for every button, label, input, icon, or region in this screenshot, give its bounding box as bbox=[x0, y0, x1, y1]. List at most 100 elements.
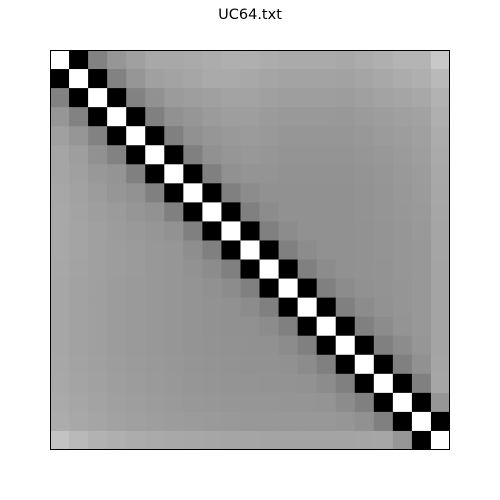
heatmap-cell bbox=[107, 278, 127, 299]
heatmap-cell bbox=[430, 430, 450, 450]
heatmap-cell bbox=[69, 88, 89, 108]
heatmap-cell bbox=[411, 221, 432, 242]
heatmap-cell bbox=[411, 335, 432, 356]
heatmap-cell bbox=[335, 392, 356, 413]
heatmap-cell bbox=[240, 202, 261, 223]
heatmap-cell bbox=[69, 430, 89, 450]
heatmap-cell bbox=[278, 316, 299, 337]
heatmap-cell bbox=[240, 240, 261, 261]
heatmap-cell bbox=[107, 373, 127, 394]
heatmap-cell bbox=[297, 354, 318, 375]
heatmap-cell bbox=[50, 335, 70, 356]
heatmap-cell bbox=[183, 373, 203, 394]
heatmap-cell bbox=[297, 316, 318, 337]
heatmap-cell bbox=[202, 335, 223, 356]
heatmap-cell bbox=[221, 126, 242, 146]
heatmap-cell bbox=[202, 202, 223, 223]
heatmap-cell bbox=[164, 259, 184, 280]
heatmap-cell bbox=[145, 278, 165, 299]
heatmap-cell bbox=[335, 69, 356, 89]
heatmap-cell bbox=[88, 164, 108, 184]
chart-title: UC64.txt bbox=[218, 7, 282, 23]
heatmap-cell bbox=[392, 278, 413, 299]
heatmap-cell bbox=[183, 164, 203, 184]
heatmap-cell bbox=[202, 240, 223, 261]
heatmap-cell bbox=[240, 316, 261, 337]
heatmap-cell bbox=[107, 69, 127, 89]
heatmap-cell bbox=[164, 430, 184, 450]
heatmap-cell bbox=[145, 50, 165, 70]
plot-area bbox=[50, 50, 450, 450]
heatmap-cell bbox=[88, 183, 108, 203]
heatmap-cell bbox=[88, 316, 108, 337]
heatmap-cell bbox=[392, 88, 413, 108]
heatmap-cell bbox=[411, 126, 432, 146]
heatmap-cell bbox=[221, 221, 242, 242]
heatmap-cell bbox=[259, 430, 280, 450]
heatmap-cell bbox=[145, 221, 165, 242]
heatmap-cell bbox=[69, 202, 89, 223]
heatmap-cell bbox=[259, 183, 280, 203]
heatmap-cell bbox=[316, 202, 337, 223]
heatmap-cell bbox=[126, 202, 146, 223]
heatmap-cell bbox=[278, 297, 299, 318]
heatmap-cell bbox=[183, 183, 203, 203]
heatmap-cell bbox=[335, 88, 356, 108]
heatmap-cell bbox=[50, 221, 70, 242]
heatmap-cell bbox=[50, 240, 70, 261]
heatmap-cell bbox=[392, 354, 413, 375]
heatmap-cell bbox=[164, 164, 184, 184]
heatmap-cell bbox=[145, 354, 165, 375]
heatmap-cell bbox=[278, 107, 299, 127]
heatmap-cell bbox=[259, 335, 280, 356]
heatmap-cell bbox=[202, 411, 223, 432]
heatmap-cell bbox=[69, 316, 89, 337]
heatmap-cell bbox=[183, 107, 203, 127]
heatmap-cell bbox=[316, 430, 337, 450]
heatmap-cell bbox=[164, 316, 184, 337]
heatmap-cell bbox=[316, 259, 337, 280]
heatmap-cell bbox=[316, 126, 337, 146]
heatmap-cell bbox=[373, 430, 394, 450]
heatmap-cell bbox=[69, 335, 89, 356]
heatmap-cell bbox=[107, 107, 127, 127]
heatmap-cell bbox=[221, 354, 242, 375]
heatmap-cell bbox=[278, 259, 299, 280]
heatmap-cell bbox=[354, 411, 375, 432]
heatmap-cell bbox=[107, 126, 127, 146]
heatmap-cell bbox=[164, 202, 184, 223]
heatmap-cell bbox=[392, 107, 413, 127]
heatmap-cell bbox=[297, 392, 318, 413]
heatmap-cell bbox=[50, 145, 70, 165]
heatmap-cell bbox=[430, 88, 450, 108]
heatmap-cell bbox=[69, 183, 89, 203]
heatmap-cell bbox=[126, 107, 146, 127]
heatmap-cell bbox=[430, 373, 450, 394]
heatmap-cell bbox=[69, 69, 89, 89]
heatmap-cell bbox=[107, 259, 127, 280]
heatmap-cell bbox=[259, 373, 280, 394]
heatmap-cell bbox=[392, 373, 413, 394]
heatmap-cell bbox=[335, 107, 356, 127]
heatmap-cell bbox=[50, 183, 70, 203]
heatmap-cell bbox=[88, 430, 108, 450]
heatmap-cell bbox=[164, 126, 184, 146]
heatmap-cell bbox=[392, 297, 413, 318]
heatmap-cell bbox=[107, 297, 127, 318]
heatmap-cell bbox=[88, 221, 108, 242]
heatmap-cell bbox=[183, 354, 203, 375]
heatmap-cell bbox=[183, 259, 203, 280]
heatmap-cell bbox=[202, 392, 223, 413]
heatmap-cell bbox=[107, 240, 127, 261]
heatmap-cell bbox=[126, 50, 146, 70]
heatmap-cell bbox=[164, 240, 184, 261]
heatmap-cell bbox=[50, 392, 70, 413]
heatmap-cell bbox=[126, 164, 146, 184]
heatmap-cell bbox=[126, 278, 146, 299]
heatmap-cell bbox=[354, 202, 375, 223]
heatmap-cell bbox=[430, 164, 450, 184]
heatmap-cell bbox=[392, 183, 413, 203]
heatmap-cell bbox=[88, 259, 108, 280]
heatmap-cell bbox=[411, 183, 432, 203]
heatmap-cell bbox=[335, 316, 356, 337]
